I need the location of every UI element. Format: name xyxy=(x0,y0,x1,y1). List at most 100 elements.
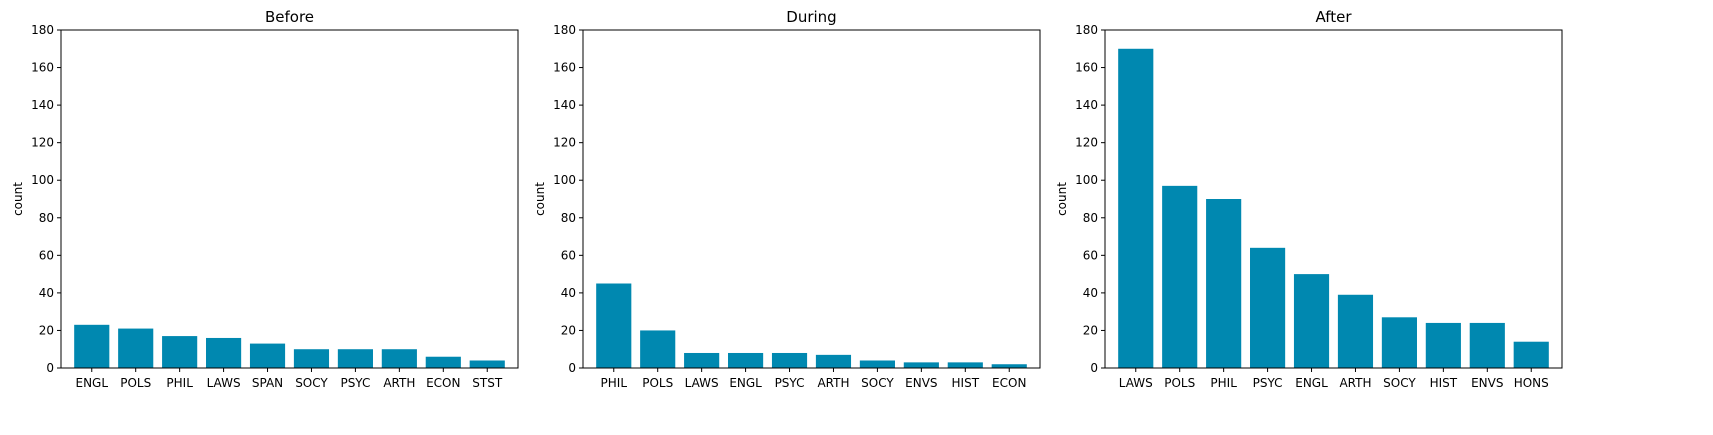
y-tick-label-after-0: 0 xyxy=(1090,361,1098,375)
x-tick-label-before-econ: ECON xyxy=(426,376,460,390)
y-tick-label-before-120: 120 xyxy=(31,136,54,150)
y-tick-label-before-180: 180 xyxy=(31,23,54,37)
x-tick-label-during-econ: ECON xyxy=(992,376,1026,390)
y-tick-label-before-0: 0 xyxy=(46,361,54,375)
bar-before-pols xyxy=(118,328,154,368)
x-tick-label-before-phil: PHIL xyxy=(166,376,193,390)
y-tick-label-after-100: 100 xyxy=(1075,173,1098,187)
y-tick-label-after-60: 60 xyxy=(1083,248,1098,262)
y-tick-label-during-100: 100 xyxy=(553,173,576,187)
bar-before-socy xyxy=(293,349,330,368)
bar-during-socy xyxy=(859,360,895,368)
x-tick-label-after-laws: LAWS xyxy=(1119,376,1153,390)
x-tick-label-after-pols: POLS xyxy=(1164,376,1195,390)
y-tick-label-during-160: 160 xyxy=(553,61,576,75)
bar-before-laws xyxy=(206,337,242,368)
bar-during-econ xyxy=(991,364,1027,368)
bar-after-arth xyxy=(1337,294,1374,368)
bar-before-econ xyxy=(425,356,461,368)
bar-before-span xyxy=(249,343,286,368)
x-tick-label-during-arth: ARTH xyxy=(817,376,849,390)
bar-after-engl xyxy=(1293,274,1330,368)
bar-before-psyc xyxy=(337,349,373,368)
chart-before: 0 20 40 60 80 100 120 140 160 180 ENGL POLS PHIL LAWS… xyxy=(11,8,519,390)
x-tick-label-during-pols: POLS xyxy=(642,376,673,390)
y-tick-label-after-20: 20 xyxy=(1083,323,1098,337)
x-tick-label-during-envs: ENVS xyxy=(905,376,937,390)
y-tick-label-after-160: 160 xyxy=(1075,61,1098,75)
bar-before-phil xyxy=(162,336,198,368)
x-tick-label-before-engl: ENGL xyxy=(75,376,108,390)
y-tick-label-before-160: 160 xyxy=(31,61,54,75)
x-tick-label-during-engl: ENGL xyxy=(729,376,762,390)
bar-after-hist xyxy=(1425,322,1461,368)
y-tick-label-after-180: 180 xyxy=(1075,23,1098,37)
x-tick-label-before-arth: ARTH xyxy=(383,376,415,390)
chart-title-before: Before xyxy=(265,8,314,26)
axes-frame-before xyxy=(60,29,519,369)
chart-title-after: After xyxy=(1315,8,1352,26)
y-axis-label-during: count xyxy=(533,182,547,216)
bar-during-hist xyxy=(947,362,983,368)
y-tick-label-during-80: 80 xyxy=(561,211,576,225)
x-tick-label-before-socy: SOCY xyxy=(295,376,328,390)
bar-after-pols xyxy=(1162,185,1198,368)
y-axis-label-after: count xyxy=(1055,182,1069,216)
bar-before-stst xyxy=(469,360,505,368)
chart-after: 0 20 40 60 80 100 120 140 160 180 LAWS POLS PHIL PSYC… xyxy=(1055,8,1563,390)
y-tick-label-during-40: 40 xyxy=(561,286,576,300)
x-tick-label-during-socy: SOCY xyxy=(861,376,894,390)
bar-during-engl xyxy=(728,352,764,368)
y-tick-label-before-140: 140 xyxy=(31,98,54,112)
x-tick-label-after-engl: ENGL xyxy=(1295,376,1328,390)
bar-after-psyc xyxy=(1250,247,1286,368)
bar-after-phil xyxy=(1206,199,1242,368)
y-tick-label-during-140: 140 xyxy=(553,98,576,112)
y-tick-label-during-180: 180 xyxy=(553,23,576,37)
x-tick-label-before-laws: LAWS xyxy=(207,376,241,390)
x-tick-label-after-psyc: PSYC xyxy=(1253,376,1283,390)
chart-title-during: During xyxy=(786,8,836,26)
x-tick-label-after-hons: HONS xyxy=(1514,376,1549,390)
y-tick-label-before-60: 60 xyxy=(39,248,54,262)
y-tick-label-after-40: 40 xyxy=(1083,286,1098,300)
y-tick-label-during-0: 0 xyxy=(568,361,576,375)
y-tick-label-before-80: 80 xyxy=(39,211,54,225)
x-tick-label-after-arth: ARTH xyxy=(1339,376,1371,390)
y-tick-label-after-140: 140 xyxy=(1075,98,1098,112)
y-tick-label-during-20: 20 xyxy=(561,323,576,337)
x-tick-label-before-stst: STST xyxy=(472,376,503,390)
y-tick-label-before-20: 20 xyxy=(39,323,54,337)
bar-during-phil xyxy=(596,283,632,368)
bar-during-pols xyxy=(640,330,676,368)
x-tick-label-after-phil: PHIL xyxy=(1210,376,1237,390)
y-tick-label-after-80: 80 xyxy=(1083,211,1098,225)
y-tick-label-after-120: 120 xyxy=(1075,136,1098,150)
bar-during-envs xyxy=(903,362,939,368)
bar-during-psyc xyxy=(771,352,808,368)
bar-after-socy xyxy=(1381,317,1417,368)
x-tick-label-during-hist: HIST xyxy=(952,376,980,390)
y-tick-label-before-100: 100 xyxy=(31,173,54,187)
x-tick-label-during-psyc: PSYC xyxy=(775,376,805,390)
bar-after-hons xyxy=(1513,341,1549,368)
x-tick-label-after-hist: HIST xyxy=(1430,376,1458,390)
chart-during: 0 20 40 60 80 100 120 140 160 180 PHIL POLS LAWS ENGL… xyxy=(533,8,1041,390)
x-tick-label-during-laws: LAWS xyxy=(685,376,719,390)
x-tick-label-before-psyc: PSYC xyxy=(340,376,370,390)
y-tick-label-before-40: 40 xyxy=(39,286,54,300)
bar-before-arth xyxy=(381,349,417,368)
x-tick-label-before-pols: POLS xyxy=(120,376,151,390)
x-tick-label-after-envs: ENVS xyxy=(1471,376,1503,390)
bar-during-laws xyxy=(684,352,720,368)
y-axis-label-before: count xyxy=(11,182,25,216)
bar-before-engl xyxy=(74,324,110,368)
bar-after-envs xyxy=(1469,322,1505,368)
bar-during-arth xyxy=(815,354,852,368)
y-tick-label-during-60: 60 xyxy=(561,248,576,262)
y-tick-label-during-120: 120 xyxy=(553,136,576,150)
axes-frame-after xyxy=(1104,29,1563,369)
axes-frame-during xyxy=(582,29,1041,369)
x-tick-label-during-phil: PHIL xyxy=(601,376,628,390)
